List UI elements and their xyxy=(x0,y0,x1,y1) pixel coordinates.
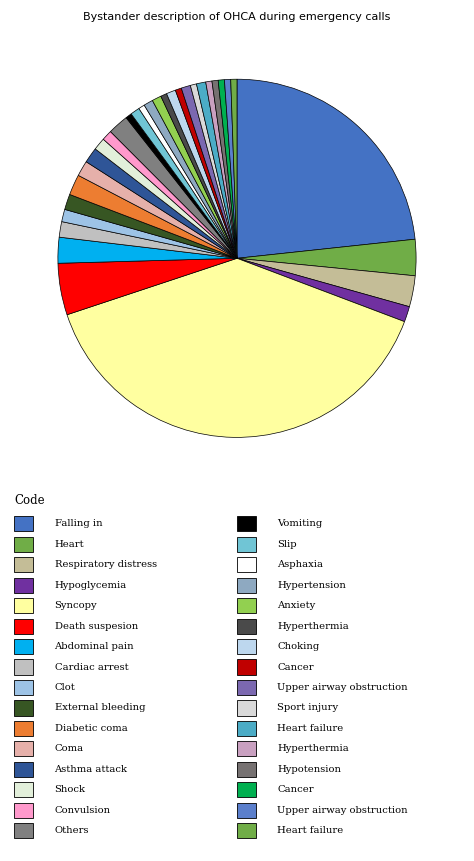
Text: Abdominal pain: Abdominal pain xyxy=(55,642,134,651)
Text: Upper airway obstruction: Upper airway obstruction xyxy=(277,683,408,692)
Wedge shape xyxy=(182,85,237,258)
Bar xyxy=(14,700,33,715)
Text: Cancer: Cancer xyxy=(277,662,314,672)
Text: Hypoglycemia: Hypoglycemia xyxy=(55,580,127,590)
Text: Asthma attack: Asthma attack xyxy=(55,765,128,774)
Text: Clot: Clot xyxy=(55,683,75,692)
Text: Hyperthermia: Hyperthermia xyxy=(277,622,349,630)
Bar xyxy=(237,823,256,839)
Text: Others: Others xyxy=(55,827,89,835)
Bar xyxy=(237,782,256,797)
Wedge shape xyxy=(103,132,237,258)
Title: Bystander description of OHCA during emergency calls: Bystander description of OHCA during eme… xyxy=(83,12,391,22)
Wedge shape xyxy=(58,237,237,263)
Text: Upper airway obstruction: Upper airway obstruction xyxy=(277,806,408,815)
Wedge shape xyxy=(191,84,237,258)
Text: Cardiac arrest: Cardiac arrest xyxy=(55,662,128,672)
Text: Code: Code xyxy=(14,493,45,506)
Text: Syncopy: Syncopy xyxy=(55,601,97,610)
Text: Heart: Heart xyxy=(55,540,84,548)
Bar xyxy=(237,598,256,613)
Wedge shape xyxy=(166,90,237,258)
Bar xyxy=(237,639,256,654)
Wedge shape xyxy=(131,108,237,258)
Wedge shape xyxy=(237,239,416,276)
Bar xyxy=(14,660,33,675)
Text: Heart failure: Heart failure xyxy=(277,827,344,835)
Bar xyxy=(237,517,256,531)
Text: Shock: Shock xyxy=(55,785,85,795)
Bar xyxy=(14,680,33,695)
Bar xyxy=(14,741,33,757)
Wedge shape xyxy=(144,101,237,258)
Wedge shape xyxy=(237,258,415,307)
Wedge shape xyxy=(126,114,237,258)
Wedge shape xyxy=(218,80,237,258)
Text: Choking: Choking xyxy=(277,642,319,651)
Bar xyxy=(237,721,256,736)
Wedge shape xyxy=(67,258,404,437)
Wedge shape xyxy=(95,139,237,258)
Bar xyxy=(14,802,33,818)
Text: Asphaxia: Asphaxia xyxy=(277,561,323,569)
Wedge shape xyxy=(231,79,237,258)
Text: Death suspesion: Death suspesion xyxy=(55,622,138,630)
Bar xyxy=(237,578,256,592)
Text: Anxiety: Anxiety xyxy=(277,601,316,610)
Wedge shape xyxy=(70,176,237,258)
Bar xyxy=(14,618,33,634)
Text: Sport injury: Sport injury xyxy=(277,703,338,712)
Bar xyxy=(237,802,256,818)
Text: External bleeding: External bleeding xyxy=(55,703,145,712)
Wedge shape xyxy=(153,96,237,258)
Bar xyxy=(14,782,33,797)
Wedge shape xyxy=(237,258,410,322)
Wedge shape xyxy=(224,79,237,258)
Wedge shape xyxy=(161,94,237,258)
Bar xyxy=(237,762,256,777)
Bar xyxy=(14,517,33,531)
Bar xyxy=(237,536,256,552)
Text: Hypotension: Hypotension xyxy=(277,765,341,774)
Bar xyxy=(14,557,33,573)
Text: Convulsion: Convulsion xyxy=(55,806,110,815)
Wedge shape xyxy=(175,88,237,258)
Bar xyxy=(14,598,33,613)
Wedge shape xyxy=(110,118,237,258)
Bar xyxy=(14,721,33,736)
Text: Respiratory distress: Respiratory distress xyxy=(55,561,156,569)
Wedge shape xyxy=(237,79,415,258)
Text: Falling in: Falling in xyxy=(55,519,102,529)
Wedge shape xyxy=(139,105,237,258)
Wedge shape xyxy=(78,162,237,258)
Text: Slip: Slip xyxy=(277,540,297,548)
Text: Diabetic coma: Diabetic coma xyxy=(55,724,127,733)
Bar xyxy=(237,660,256,675)
Bar xyxy=(14,639,33,654)
Bar xyxy=(14,578,33,592)
Text: Cancer: Cancer xyxy=(277,785,314,795)
Text: Hyperthermia: Hyperthermia xyxy=(277,745,349,753)
Wedge shape xyxy=(196,82,237,258)
Wedge shape xyxy=(65,195,237,258)
Text: Hypertension: Hypertension xyxy=(277,580,346,590)
Bar xyxy=(237,741,256,757)
Bar xyxy=(237,618,256,634)
Bar xyxy=(237,680,256,695)
Wedge shape xyxy=(62,209,237,258)
Bar xyxy=(14,823,33,839)
Wedge shape xyxy=(212,80,237,258)
Wedge shape xyxy=(206,81,237,258)
Text: Coma: Coma xyxy=(55,745,83,753)
Bar xyxy=(237,557,256,573)
Wedge shape xyxy=(86,149,237,258)
Wedge shape xyxy=(59,221,237,258)
Bar xyxy=(237,700,256,715)
Text: Vomiting: Vomiting xyxy=(277,519,322,529)
Text: Heart failure: Heart failure xyxy=(277,724,344,733)
Bar xyxy=(14,762,33,777)
Bar xyxy=(14,536,33,552)
Wedge shape xyxy=(58,258,237,315)
